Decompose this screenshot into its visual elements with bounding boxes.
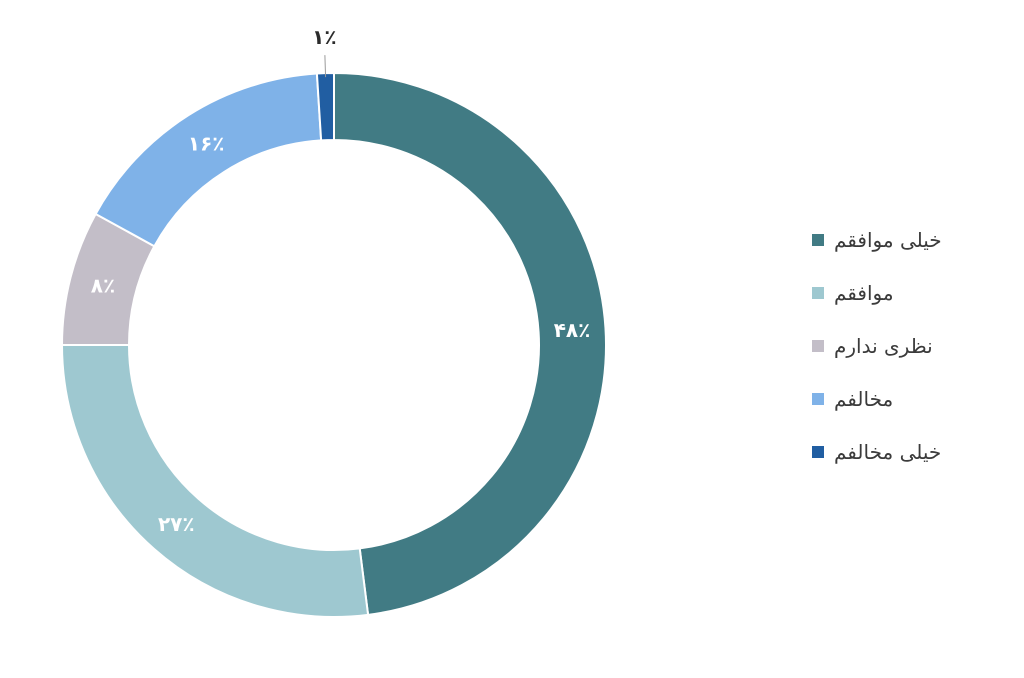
slice-label-1: ۲۷٪	[158, 512, 195, 536]
legend-swatch-agree	[812, 287, 824, 299]
labels-group: ۴۸٪ ۲۷٪ ۸٪ ۱۶٪ ۱٪	[91, 25, 591, 536]
legend-label-disagree: مخالفم	[834, 387, 894, 411]
legend-item-neutral: نظری ندارم	[812, 330, 992, 362]
slices-group	[60, 71, 607, 618]
legend-swatch-neutral	[812, 340, 824, 352]
legend-swatch-very-disagree	[812, 446, 824, 458]
donut-slice-0	[333, 71, 607, 616]
donut-slice-1	[60, 344, 370, 618]
slice-label-3: ۱۶٪	[188, 132, 225, 156]
legend-item-very-agree: خیلی موافقم	[812, 224, 992, 256]
legend-swatch-very-agree	[812, 234, 824, 246]
legend-swatch-disagree	[812, 393, 824, 405]
slice-leader-line-4	[324, 55, 327, 78]
legend-label-agree: موافقم	[834, 281, 894, 305]
legend-label-very-agree: خیلی موافقم	[834, 228, 942, 252]
legend: خیلی موافقم موافقم نظری ندارم مخالفم خیل…	[812, 224, 992, 489]
slice-label-4: ۱٪	[312, 25, 336, 49]
legend-label-neutral: نظری ندارم	[834, 334, 933, 358]
donut-slice-4	[315, 71, 335, 142]
legend-item-very-disagree: خیلی مخالفم	[812, 436, 992, 468]
legend-item-disagree: مخالفم	[812, 383, 992, 415]
donut-slice-3	[94, 72, 323, 248]
legend-label-very-disagree: خیلی مخالفم	[834, 440, 942, 464]
legend-item-agree: موافقم	[812, 277, 992, 309]
slice-label-2: ۸٪	[91, 274, 115, 298]
slice-label-0: ۴۸٪	[554, 318, 591, 342]
